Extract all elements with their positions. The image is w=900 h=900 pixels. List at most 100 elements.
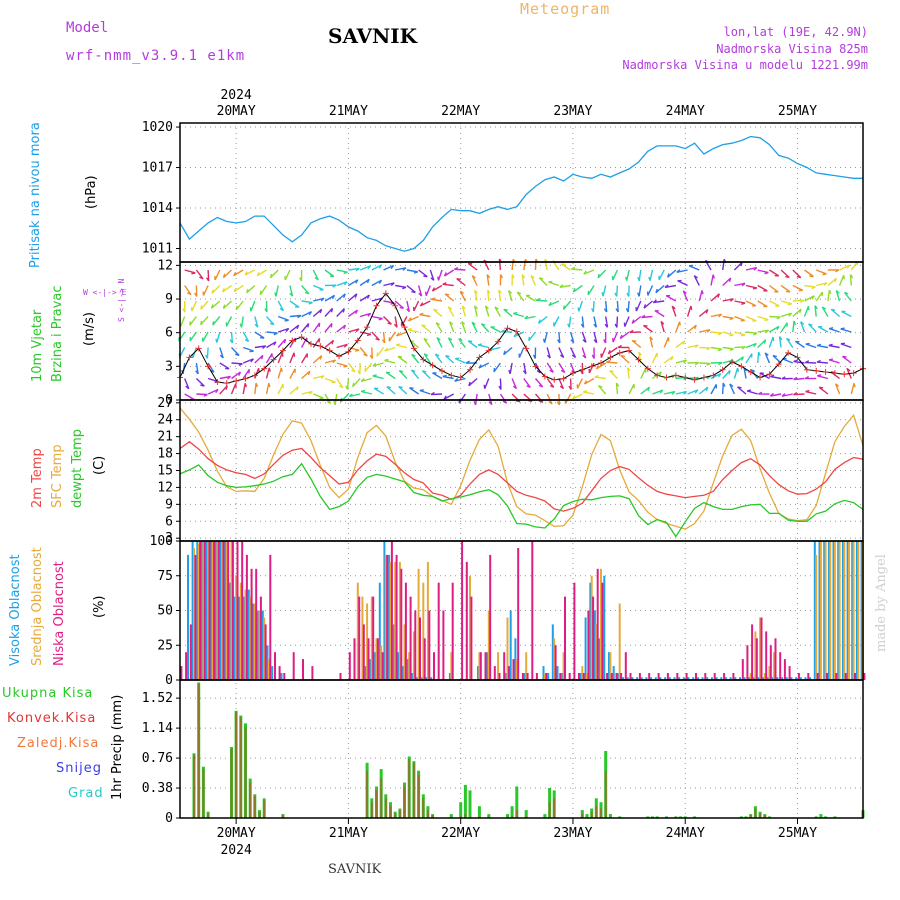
- wind-arrow: [200, 300, 209, 310]
- wind-arrow: [635, 300, 642, 312]
- conv-precip-bar: [604, 770, 607, 818]
- wind-arrowhead: [757, 351, 761, 356]
- wind-arrow: [206, 347, 209, 359]
- wind-arrow: [312, 269, 319, 281]
- wind-arrowhead: [238, 371, 242, 376]
- wind-arrow: [348, 328, 360, 333]
- grid-layer: [180, 123, 863, 819]
- low-cloud-bar: [582, 673, 585, 680]
- wind-arrow: [474, 305, 478, 317]
- mid-cloud-bar: [202, 541, 205, 680]
- wind-arrowhead: [521, 274, 526, 279]
- high-cloud-bar: [378, 582, 381, 680]
- wind-arrow: [710, 313, 722, 318]
- high-cloud-bar: [654, 677, 657, 680]
- mid-cloud-bar: [370, 596, 373, 680]
- wind-arrowhead: [508, 369, 511, 375]
- mid-cloud-bar: [819, 541, 822, 680]
- wind-arrowhead: [396, 332, 400, 337]
- wind-arrow: [301, 285, 310, 295]
- total-precip-bar: [814, 816, 818, 818]
- wind-arrowhead: [195, 370, 199, 375]
- wind-arrowhead: [402, 267, 407, 271]
- wind-arrow: [371, 347, 373, 359]
- low-cloud-bar: [521, 673, 524, 680]
- wind-arrowhead: [319, 397, 324, 400]
- wind-arrow: [371, 279, 382, 287]
- wind-arrow: [347, 309, 358, 318]
- wind-arrow: [803, 305, 810, 317]
- wind-arrowhead: [728, 277, 732, 283]
- wind-arrow: [349, 393, 361, 398]
- mid-cloud-bar: [408, 652, 411, 680]
- wind-arrowhead: [221, 287, 225, 293]
- wind-arrow: [396, 344, 408, 349]
- low-cloud-bar: [568, 673, 571, 680]
- wind-gust-marker: [279, 347, 286, 354]
- wind-arrow: [230, 331, 234, 344]
- wind-arrow: [686, 305, 692, 317]
- mid-cloud-bar: [487, 610, 490, 680]
- low-cloud-bar: [222, 541, 225, 680]
- wind-arrow: [722, 315, 734, 319]
- wind-arrow: [207, 388, 219, 395]
- wind-arrowhead: [384, 347, 389, 352]
- wind-arrowhead: [517, 291, 522, 295]
- wind-arrow: [808, 323, 817, 333]
- low-cloud-bar: [676, 673, 679, 680]
- conv-precip-bar: [426, 810, 429, 818]
- wind-arrow: [211, 300, 221, 309]
- wind-arrowhead: [546, 354, 551, 359]
- wind-arrowhead: [474, 305, 478, 310]
- high-cloud-bar: [710, 677, 713, 680]
- wind-arrowhead: [637, 276, 640, 282]
- wind-arrow: [418, 269, 428, 278]
- wind-arrowhead: [225, 385, 228, 390]
- wind-arrowhead: [387, 322, 392, 325]
- wind-arrow: [179, 316, 186, 327]
- wind-arrow: [606, 361, 618, 364]
- total-precip-bar: [693, 816, 697, 818]
- wind-arrowhead: [548, 401, 553, 405]
- wind-arrow: [745, 266, 757, 271]
- wind-arrow: [486, 274, 490, 286]
- wind-arrowhead: [425, 291, 427, 296]
- wind-arrowhead: [819, 386, 824, 389]
- low-cloud-bar: [419, 617, 421, 680]
- mid-cloud-bar: [230, 541, 233, 680]
- wind-arrow: [436, 337, 443, 348]
- low-cloud-bar: [348, 652, 351, 680]
- day-label-top: 24MAY: [666, 104, 705, 119]
- low-cloud-bar: [255, 568, 258, 680]
- wind-arrowhead: [280, 367, 283, 373]
- wind-arrowhead: [454, 377, 459, 382]
- wind-arrow: [231, 362, 243, 365]
- wind-arrow: [511, 259, 514, 271]
- wind-arrow: [434, 353, 443, 364]
- wind-arrowhead: [435, 353, 440, 357]
- low-cloud-bar: [535, 673, 538, 680]
- wind-arrowhead: [772, 336, 775, 342]
- day-label-bottom: 25MAY: [778, 826, 817, 841]
- wind-arrow: [484, 305, 490, 317]
- wind-arrow: [254, 331, 265, 339]
- wind-arrowhead: [808, 323, 813, 326]
- wind-arrow: [324, 307, 333, 317]
- wind-arrow: [649, 269, 654, 281]
- wind-gust-marker: [326, 347, 333, 354]
- wind-arrow: [658, 269, 665, 281]
- wind-arrowhead: [568, 385, 572, 390]
- wind-arrow: [277, 300, 285, 312]
- wind-arrow: [593, 316, 598, 328]
- wind-arrow: [429, 269, 435, 281]
- sfc-temp-line: [179, 407, 864, 530]
- wind-arrowhead: [343, 293, 346, 298]
- conv-precip-bar: [384, 798, 387, 818]
- low-cloud-bar: [765, 631, 768, 680]
- wind-arrow: [849, 274, 852, 286]
- wind-arrow: [417, 285, 423, 297]
- wind-arrowhead: [351, 369, 356, 373]
- day-label-top: 22MAY: [441, 104, 480, 119]
- wind-arrow: [663, 337, 670, 348]
